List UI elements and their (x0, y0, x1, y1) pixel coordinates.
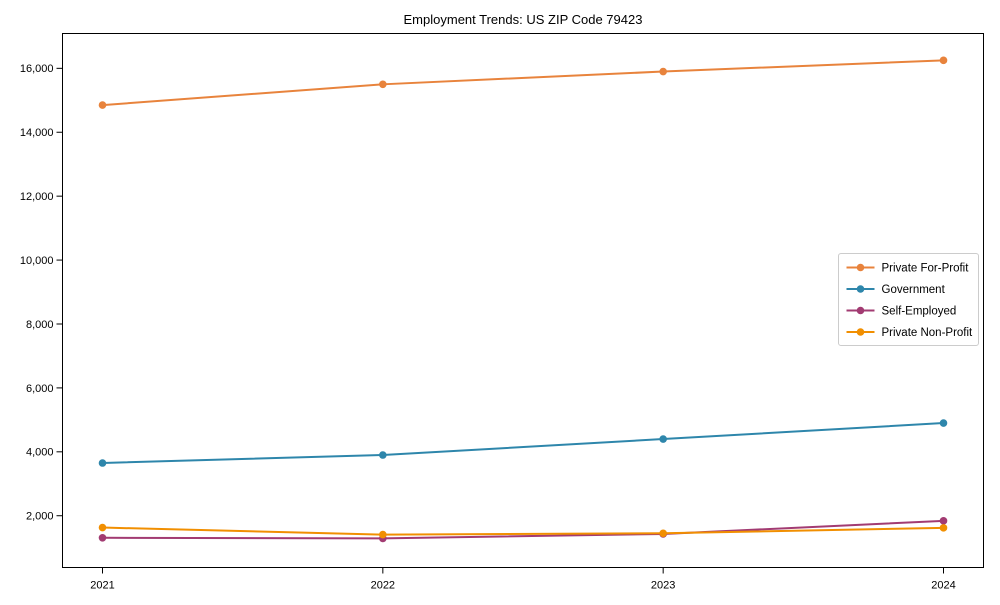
data-point-marker (379, 530, 387, 539)
y-axis: 2,000 4,000 6,000 8,000 10,000 12,000 14,000 16… (20, 63, 63, 523)
x-tick-label: 2024 (931, 579, 955, 591)
data-point-marker (939, 524, 948, 532)
data-point-marker (939, 517, 948, 525)
series-group (98, 56, 948, 543)
data-point-marker (379, 451, 387, 459)
x-axis: 2021 2022 2023 2024 (90, 567, 956, 591)
legend-marker (856, 306, 865, 315)
legend: Private For-Profit Government Self-Employe… (838, 253, 979, 346)
x-tick-label: 2021 (90, 579, 114, 591)
series-line (102, 422, 944, 465)
series-line (102, 59, 944, 107)
x-tick-label: 2023 (651, 579, 675, 591)
y-tick-label: 8,000 (26, 319, 54, 331)
data-point-marker (659, 529, 667, 538)
data-point-marker (659, 67, 667, 76)
data-point-marker (379, 80, 387, 89)
legend-box (838, 253, 979, 346)
legend-marker (856, 328, 865, 336)
y-tick-label: 16,000 (20, 63, 54, 75)
data-point-marker (98, 523, 107, 532)
series-government (98, 419, 948, 467)
data-point-marker (939, 419, 948, 427)
y-tick-label: 14,000 (20, 127, 54, 139)
legend-label: Government (882, 284, 946, 296)
legend-marker (856, 263, 865, 272)
legend-label: Private For-Profit (882, 263, 970, 275)
chart-title: Employment Trends: US ZIP Code 79423 (404, 12, 643, 27)
y-tick-label: 10,000 (20, 255, 54, 267)
data-point-marker (659, 435, 667, 443)
x-tick-label: 2022 (371, 579, 395, 591)
plot-frame (62, 33, 984, 568)
y-tick-label: 12,000 (20, 191, 54, 203)
series-line (102, 519, 944, 540)
y-tick-label: 4,000 (26, 447, 54, 459)
legend-marker (856, 285, 865, 293)
data-point-marker (98, 101, 107, 109)
legend-label: Self-Employed (882, 306, 957, 318)
data-point-marker (98, 459, 107, 467)
series-line (102, 526, 944, 536)
y-tick-label: 6,000 (26, 383, 54, 395)
data-point-marker (98, 533, 107, 542)
y-tick-label: 2,000 (26, 511, 54, 523)
series-private-for-profit (98, 56, 948, 109)
data-point-marker (939, 56, 948, 65)
series-private-non-profit (98, 523, 948, 539)
legend-label: Private Non-Profit (882, 327, 974, 339)
